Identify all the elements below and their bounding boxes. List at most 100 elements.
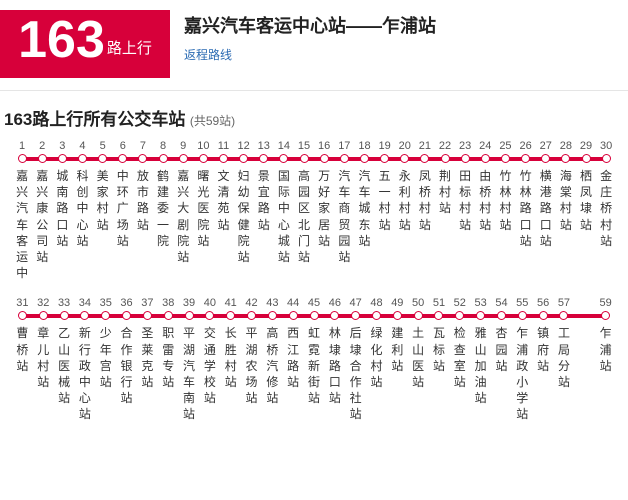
stop-name[interactable]: 杏园站 bbox=[491, 325, 512, 422]
stop-name[interactable]: 合作银行站 bbox=[116, 325, 137, 422]
stop-dot[interactable] bbox=[429, 311, 450, 320]
stop-name[interactable]: 城南路口站 bbox=[52, 168, 72, 281]
stop-dot[interactable] bbox=[304, 311, 325, 320]
stop-dot[interactable] bbox=[345, 311, 366, 320]
stop-name[interactable]: 竹林村站 bbox=[495, 168, 515, 281]
stop-dot[interactable] bbox=[52, 154, 72, 163]
stop-name[interactable]: 凤桥村站 bbox=[415, 168, 435, 281]
stop-name[interactable]: 雅山加油站 bbox=[470, 325, 491, 422]
return-route-link[interactable]: 返程路线 bbox=[184, 46, 436, 63]
stop-dot[interactable] bbox=[173, 154, 193, 163]
stop-dot[interactable] bbox=[220, 311, 241, 320]
stop-name[interactable]: 乍浦站 bbox=[595, 325, 616, 422]
stop-dot[interactable] bbox=[274, 154, 294, 163]
stop-dot[interactable] bbox=[533, 311, 554, 320]
stop-name[interactable]: 嘉兴汽车客运中 bbox=[12, 168, 32, 281]
stop-name[interactable]: 高园区北门站 bbox=[294, 168, 314, 281]
stop-name[interactable]: 栖凤埭站 bbox=[576, 168, 596, 281]
stop-name[interactable]: 交通学校站 bbox=[199, 325, 220, 422]
stop-dot[interactable] bbox=[324, 311, 345, 320]
stop-dot[interactable] bbox=[470, 311, 491, 320]
stop-dot[interactable] bbox=[241, 311, 262, 320]
stop-name[interactable]: 汽车商贸园站 bbox=[334, 168, 354, 281]
stop-name[interactable]: 乍浦政小学站 bbox=[512, 325, 533, 422]
stop-dot[interactable] bbox=[33, 311, 54, 320]
stop-dot[interactable] bbox=[516, 154, 536, 163]
stop-name[interactable]: 长胜村站 bbox=[220, 325, 241, 422]
stop-name[interactable]: 妇幼保健院站 bbox=[234, 168, 254, 281]
stop-name[interactable]: 横港路口站 bbox=[536, 168, 556, 281]
stop-name[interactable]: 嘉兴大剧院站 bbox=[173, 168, 193, 281]
stop-name[interactable]: 高桥汽修站 bbox=[262, 325, 283, 422]
stop-dot[interactable] bbox=[137, 311, 158, 320]
stop-dot[interactable] bbox=[254, 154, 274, 163]
stop-name[interactable]: 荆村站 bbox=[435, 168, 455, 281]
stop-name[interactable]: 放市路站 bbox=[133, 168, 153, 281]
stop-dot[interactable] bbox=[32, 154, 52, 163]
stop-name[interactable]: 五一村站 bbox=[375, 168, 395, 281]
stop-dot[interactable] bbox=[375, 154, 395, 163]
stop-dot[interactable] bbox=[491, 311, 512, 320]
stop-name[interactable]: 土山医站 bbox=[408, 325, 429, 422]
stop-name[interactable]: 建利站 bbox=[387, 325, 408, 422]
stop-dot[interactable] bbox=[576, 154, 596, 163]
stop-dot[interactable] bbox=[366, 311, 387, 320]
stop-name[interactable]: 西江路站 bbox=[283, 325, 304, 422]
stop-dot[interactable] bbox=[554, 311, 575, 320]
stop-name[interactable]: 田标村站 bbox=[455, 168, 475, 281]
stop-name[interactable]: 圣莱克站 bbox=[137, 325, 158, 422]
stop-dot[interactable] bbox=[334, 154, 354, 163]
stop-name[interactable]: 少年宫站 bbox=[95, 325, 116, 422]
stop-dot[interactable] bbox=[536, 154, 556, 163]
stop-dot[interactable] bbox=[95, 311, 116, 320]
stop-name[interactable]: 嘉兴康公司站 bbox=[32, 168, 52, 281]
stop-name[interactable]: 绿化村站 bbox=[366, 325, 387, 422]
stop-dot[interactable] bbox=[199, 311, 220, 320]
stop-name[interactable]: 景宜路站 bbox=[254, 168, 274, 281]
stop-name[interactable]: 国际中心城站 bbox=[274, 168, 294, 281]
stop-dot[interactable] bbox=[314, 154, 334, 163]
stop-name[interactable]: 镇府站 bbox=[533, 325, 554, 422]
stop-name[interactable]: 后埭合作社站 bbox=[345, 325, 366, 422]
stop-name[interactable]: 曹桥站 bbox=[12, 325, 33, 422]
stop-dot[interactable] bbox=[54, 311, 75, 320]
stop-dot[interactable] bbox=[387, 311, 408, 320]
stop-name[interactable]: 由桥村站 bbox=[475, 168, 495, 281]
stop-dot[interactable] bbox=[495, 154, 515, 163]
stop-dot[interactable] bbox=[596, 154, 616, 163]
stop-dot[interactable] bbox=[12, 154, 32, 163]
stop-dot[interactable] bbox=[354, 154, 374, 163]
stop-name[interactable]: 科创中心站 bbox=[72, 168, 92, 281]
stop-dot[interactable] bbox=[294, 154, 314, 163]
stop-dot[interactable] bbox=[415, 154, 435, 163]
stop-dot[interactable] bbox=[475, 154, 495, 163]
stop-dot[interactable] bbox=[512, 311, 533, 320]
stop-dot[interactable] bbox=[179, 311, 200, 320]
stop-dot[interactable] bbox=[556, 154, 576, 163]
stop-name[interactable]: 平湖汽车南站 bbox=[179, 325, 200, 422]
stop-name[interactable]: 海棠村站 bbox=[556, 168, 576, 281]
stop-dot[interactable] bbox=[455, 154, 475, 163]
stop-dot[interactable] bbox=[435, 154, 455, 163]
stop-dot[interactable] bbox=[262, 311, 283, 320]
stop-name[interactable]: 竹林路口站 bbox=[516, 168, 536, 281]
stop-name[interactable]: 美家村站 bbox=[93, 168, 113, 281]
stop-name[interactable]: 文清苑站 bbox=[213, 168, 233, 281]
stop-dot[interactable] bbox=[449, 311, 470, 320]
stop-dot[interactable] bbox=[408, 311, 429, 320]
stop-dot[interactable] bbox=[72, 154, 92, 163]
stop-dot[interactable] bbox=[116, 311, 137, 320]
stop-name[interactable]: 瓦标站 bbox=[429, 325, 450, 422]
stop-name[interactable]: 金庄桥村站 bbox=[596, 168, 616, 281]
stop-name[interactable]: 鹤建委一院 bbox=[153, 168, 173, 281]
stop-name[interactable]: 中环广场站 bbox=[113, 168, 133, 281]
stop-name[interactable]: 乙山医械站 bbox=[54, 325, 75, 422]
stop-dot[interactable] bbox=[12, 311, 33, 320]
stop-name[interactable]: 新行政中心站 bbox=[74, 325, 95, 422]
stop-dot[interactable] bbox=[153, 154, 173, 163]
stop-dot[interactable] bbox=[93, 154, 113, 163]
stop-name[interactable] bbox=[574, 325, 595, 422]
stop-dot[interactable] bbox=[158, 311, 179, 320]
stop-name[interactable]: 万好家居站 bbox=[314, 168, 334, 281]
stop-dot[interactable] bbox=[234, 154, 254, 163]
